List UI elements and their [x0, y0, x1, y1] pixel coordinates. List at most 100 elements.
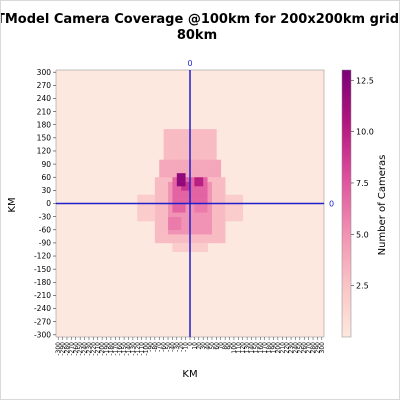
heatmap-cell [220, 185, 226, 191]
heatmap-cell [229, 194, 235, 200]
heatmap-cell [154, 185, 160, 191]
y-tick-label: 120 [37, 147, 52, 156]
heatmap-cell [176, 242, 182, 248]
heatmap-cell [190, 199, 195, 204]
heatmap-cell [207, 155, 213, 161]
heatmap-cell [154, 212, 160, 217]
heatmap-cell [194, 181, 200, 187]
heatmap-cell [207, 190, 213, 196]
heatmap-cell [176, 185, 182, 191]
heatmap-cell [185, 221, 191, 226]
heatmap-cell [220, 234, 226, 239]
x-tick-label: 80 [222, 342, 229, 350]
heatmap-cell [211, 190, 217, 196]
heatmap-cell [211, 133, 217, 139]
heatmap-cell [159, 159, 164, 165]
heatmap-cell [185, 247, 191, 252]
heatmap-cell [176, 247, 182, 252]
x-axis-label: KM [182, 369, 197, 380]
heatmap-cell [194, 238, 200, 244]
heatmap-cell [176, 199, 182, 204]
heatmap-cell [163, 225, 169, 231]
heatmap-cell [168, 150, 173, 156]
y-tick-label: -90 [39, 239, 51, 248]
heatmap-cell [238, 199, 244, 204]
x-tick-label: -140 [125, 342, 132, 356]
heatmap-cell [176, 212, 182, 217]
y-tick-label: 30 [41, 186, 51, 195]
x-tick-label: 120 [240, 342, 247, 354]
heatmap-cell [194, 190, 200, 196]
heatmap-cell [172, 234, 178, 239]
heatmap-cell [181, 221, 186, 226]
heatmap-cell [203, 207, 208, 213]
heatmap-cell [211, 185, 217, 191]
heatmap-cell [207, 185, 213, 191]
heatmap-cell [163, 238, 169, 244]
heatmap-cell [150, 199, 156, 204]
heatmap-cell [185, 216, 191, 222]
heatmap-cell [141, 216, 147, 222]
heatmap-cell [163, 212, 169, 217]
heatmap-cell [185, 190, 191, 196]
heatmap-cell [194, 172, 200, 178]
heatmap-cell [159, 185, 164, 191]
heatmap-cell [185, 150, 191, 156]
heatmap-cell [185, 155, 191, 161]
heatmap-cell [194, 199, 200, 204]
heatmap-cell [168, 137, 173, 143]
y-tick-label: 0 [46, 199, 51, 208]
x-tick-label: -30 [174, 342, 181, 352]
heatmap-cell [198, 194, 204, 200]
y-tick-label: -210 [34, 291, 51, 300]
heatmap-cell [168, 238, 173, 244]
heatmap-cell [181, 164, 186, 169]
heatmap-cell [233, 194, 239, 200]
colorbar-tick-label: 7.5 [356, 179, 369, 188]
heatmap-cell [168, 133, 173, 139]
heatmap-cell [190, 212, 195, 217]
heatmap-cell [150, 207, 156, 213]
colorbar-tick-label: 5.0 [356, 230, 369, 239]
heatmap-cell [163, 203, 169, 209]
heatmap-cell [211, 238, 217, 244]
heatmap-cell [220, 221, 226, 226]
heatmap-cell [203, 225, 208, 231]
heatmap-cell [168, 164, 173, 169]
y-tick-label: -300 [34, 331, 51, 340]
heatmap-cell [172, 229, 178, 235]
x-tick-label: -240 [82, 342, 89, 356]
heatmap-cell [172, 172, 178, 178]
heatmap-cell [146, 199, 151, 204]
heatmap-cell [238, 212, 244, 217]
heatmap-cell [159, 203, 164, 209]
x-tick-label: 170 [262, 342, 269, 354]
heatmap-cell [220, 225, 226, 231]
heatmap-cell [159, 177, 164, 182]
heatmap-cell [190, 207, 195, 213]
heatmap-cell [185, 199, 191, 204]
heatmap-cell [194, 194, 200, 200]
heatmap-cell [181, 137, 186, 143]
heatmap-cell [216, 181, 222, 187]
heatmap-cell [198, 203, 204, 209]
heatmap-cell [194, 221, 200, 226]
heatmap-cell [203, 212, 208, 217]
heatmap-cell [150, 203, 156, 209]
x-tick-label: -250 [77, 342, 84, 356]
colorbar-tick-label: 2.5 [356, 282, 369, 291]
heatmap-cell [216, 190, 222, 196]
heatmap-cell [176, 234, 182, 239]
heatmap-cell [190, 225, 195, 231]
heatmap-cell [211, 177, 217, 182]
heatmap-cell [185, 238, 191, 244]
heatmap-cell [203, 164, 208, 169]
heatmap-cell [176, 137, 182, 143]
heatmap-cell [154, 207, 160, 213]
heatmap-cell [154, 221, 160, 226]
heatmap-cell [207, 238, 213, 244]
chart-title-line-2: 80km [177, 28, 217, 43]
heatmap-cell [163, 207, 169, 213]
heatmap-cell [181, 146, 186, 152]
